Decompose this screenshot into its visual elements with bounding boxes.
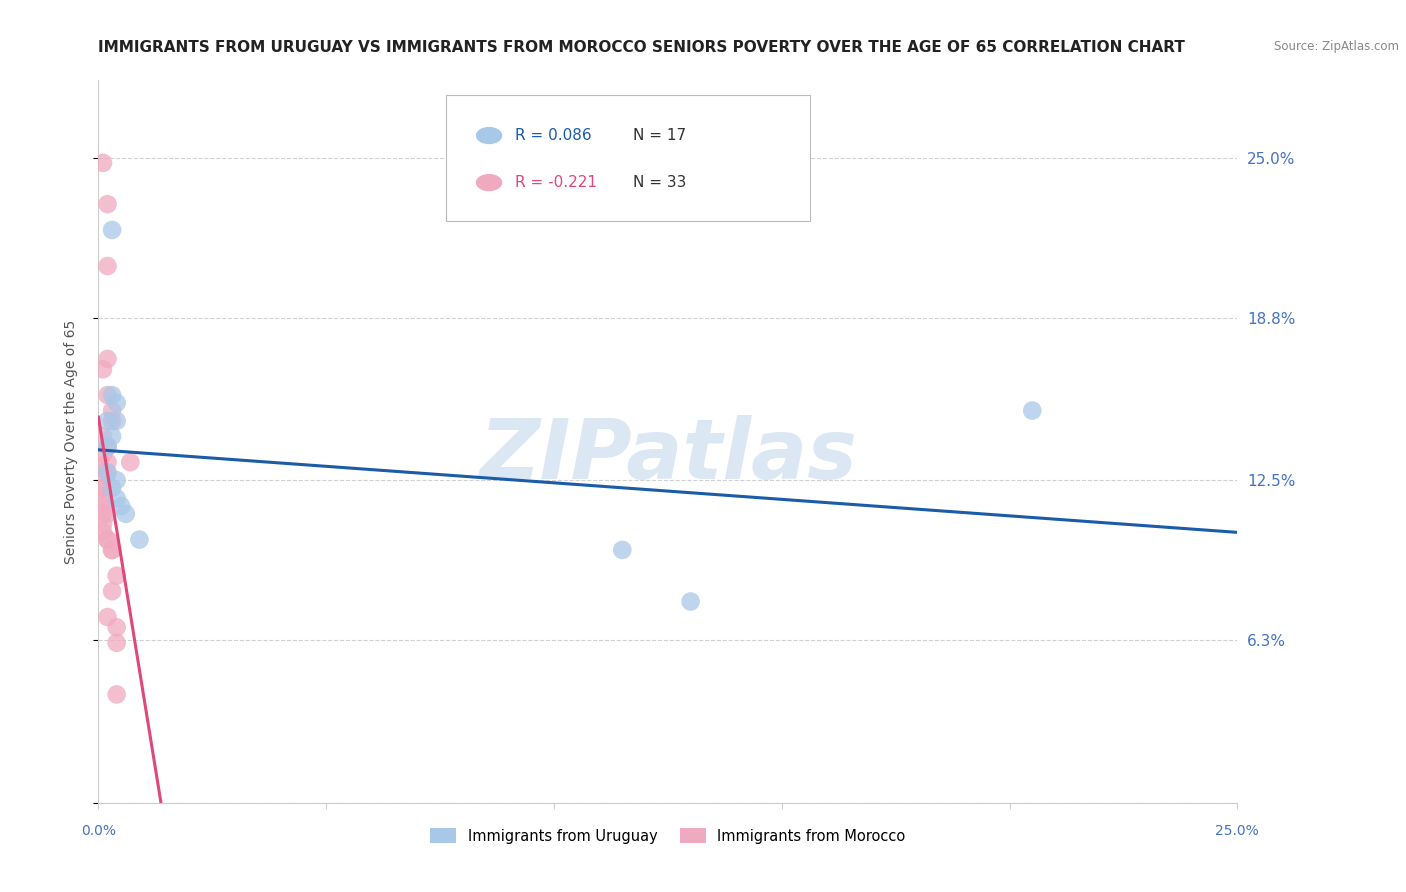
Legend: Immigrants from Uruguay, Immigrants from Morocco: Immigrants from Uruguay, Immigrants from…	[425, 822, 911, 850]
Point	[91, 517, 114, 532]
Point	[105, 491, 128, 506]
Point	[96, 466, 118, 480]
Point	[96, 197, 118, 211]
Point	[91, 507, 114, 521]
Text: R = 0.086: R = 0.086	[515, 128, 592, 143]
Point	[91, 481, 114, 495]
Point	[101, 388, 124, 402]
Text: ZIPatlas: ZIPatlas	[479, 416, 856, 497]
Point	[91, 524, 114, 539]
Point	[91, 481, 114, 495]
Circle shape	[477, 128, 502, 144]
Point	[612, 542, 634, 557]
Text: N = 17: N = 17	[633, 128, 686, 143]
Point	[101, 403, 124, 417]
Point	[101, 481, 124, 495]
Point	[96, 414, 118, 428]
Point	[91, 362, 114, 376]
Point	[96, 610, 118, 624]
Point	[96, 533, 118, 547]
Point	[96, 351, 118, 366]
FancyBboxPatch shape	[446, 95, 810, 221]
Point	[105, 473, 128, 487]
Point	[96, 507, 118, 521]
Point	[96, 388, 118, 402]
Point	[96, 440, 118, 454]
Point	[679, 594, 702, 608]
Point	[101, 414, 124, 428]
Point	[91, 499, 114, 513]
Text: 0.0%: 0.0%	[82, 824, 115, 838]
Point	[105, 620, 128, 634]
Text: R = -0.221: R = -0.221	[515, 175, 598, 190]
Point	[120, 455, 142, 469]
Point	[105, 568, 128, 582]
Point	[91, 491, 114, 506]
Point	[105, 414, 128, 428]
Point	[96, 466, 118, 480]
Point	[96, 455, 118, 469]
Point	[96, 440, 118, 454]
Point	[105, 687, 128, 701]
Text: 25.0%: 25.0%	[1215, 824, 1260, 838]
Point	[110, 499, 132, 513]
Point	[91, 447, 114, 461]
Point	[101, 542, 124, 557]
Point	[114, 507, 136, 521]
Text: N = 33: N = 33	[633, 175, 686, 190]
Circle shape	[477, 175, 502, 191]
Point	[91, 156, 114, 170]
Point	[1021, 403, 1043, 417]
Text: Source: ZipAtlas.com: Source: ZipAtlas.com	[1274, 40, 1399, 54]
Point	[101, 542, 124, 557]
Point	[105, 636, 128, 650]
Y-axis label: Seniors Poverty Over the Age of 65: Seniors Poverty Over the Age of 65	[63, 319, 77, 564]
Point	[105, 396, 128, 410]
Text: IMMIGRANTS FROM URUGUAY VS IMMIGRANTS FROM MOROCCO SENIORS POVERTY OVER THE AGE : IMMIGRANTS FROM URUGUAY VS IMMIGRANTS FR…	[98, 40, 1185, 55]
Point	[91, 466, 114, 480]
Point	[96, 533, 118, 547]
Point	[101, 429, 124, 443]
Point	[101, 584, 124, 599]
Point	[91, 429, 114, 443]
Point	[96, 259, 118, 273]
Point	[101, 223, 124, 237]
Point	[128, 533, 150, 547]
